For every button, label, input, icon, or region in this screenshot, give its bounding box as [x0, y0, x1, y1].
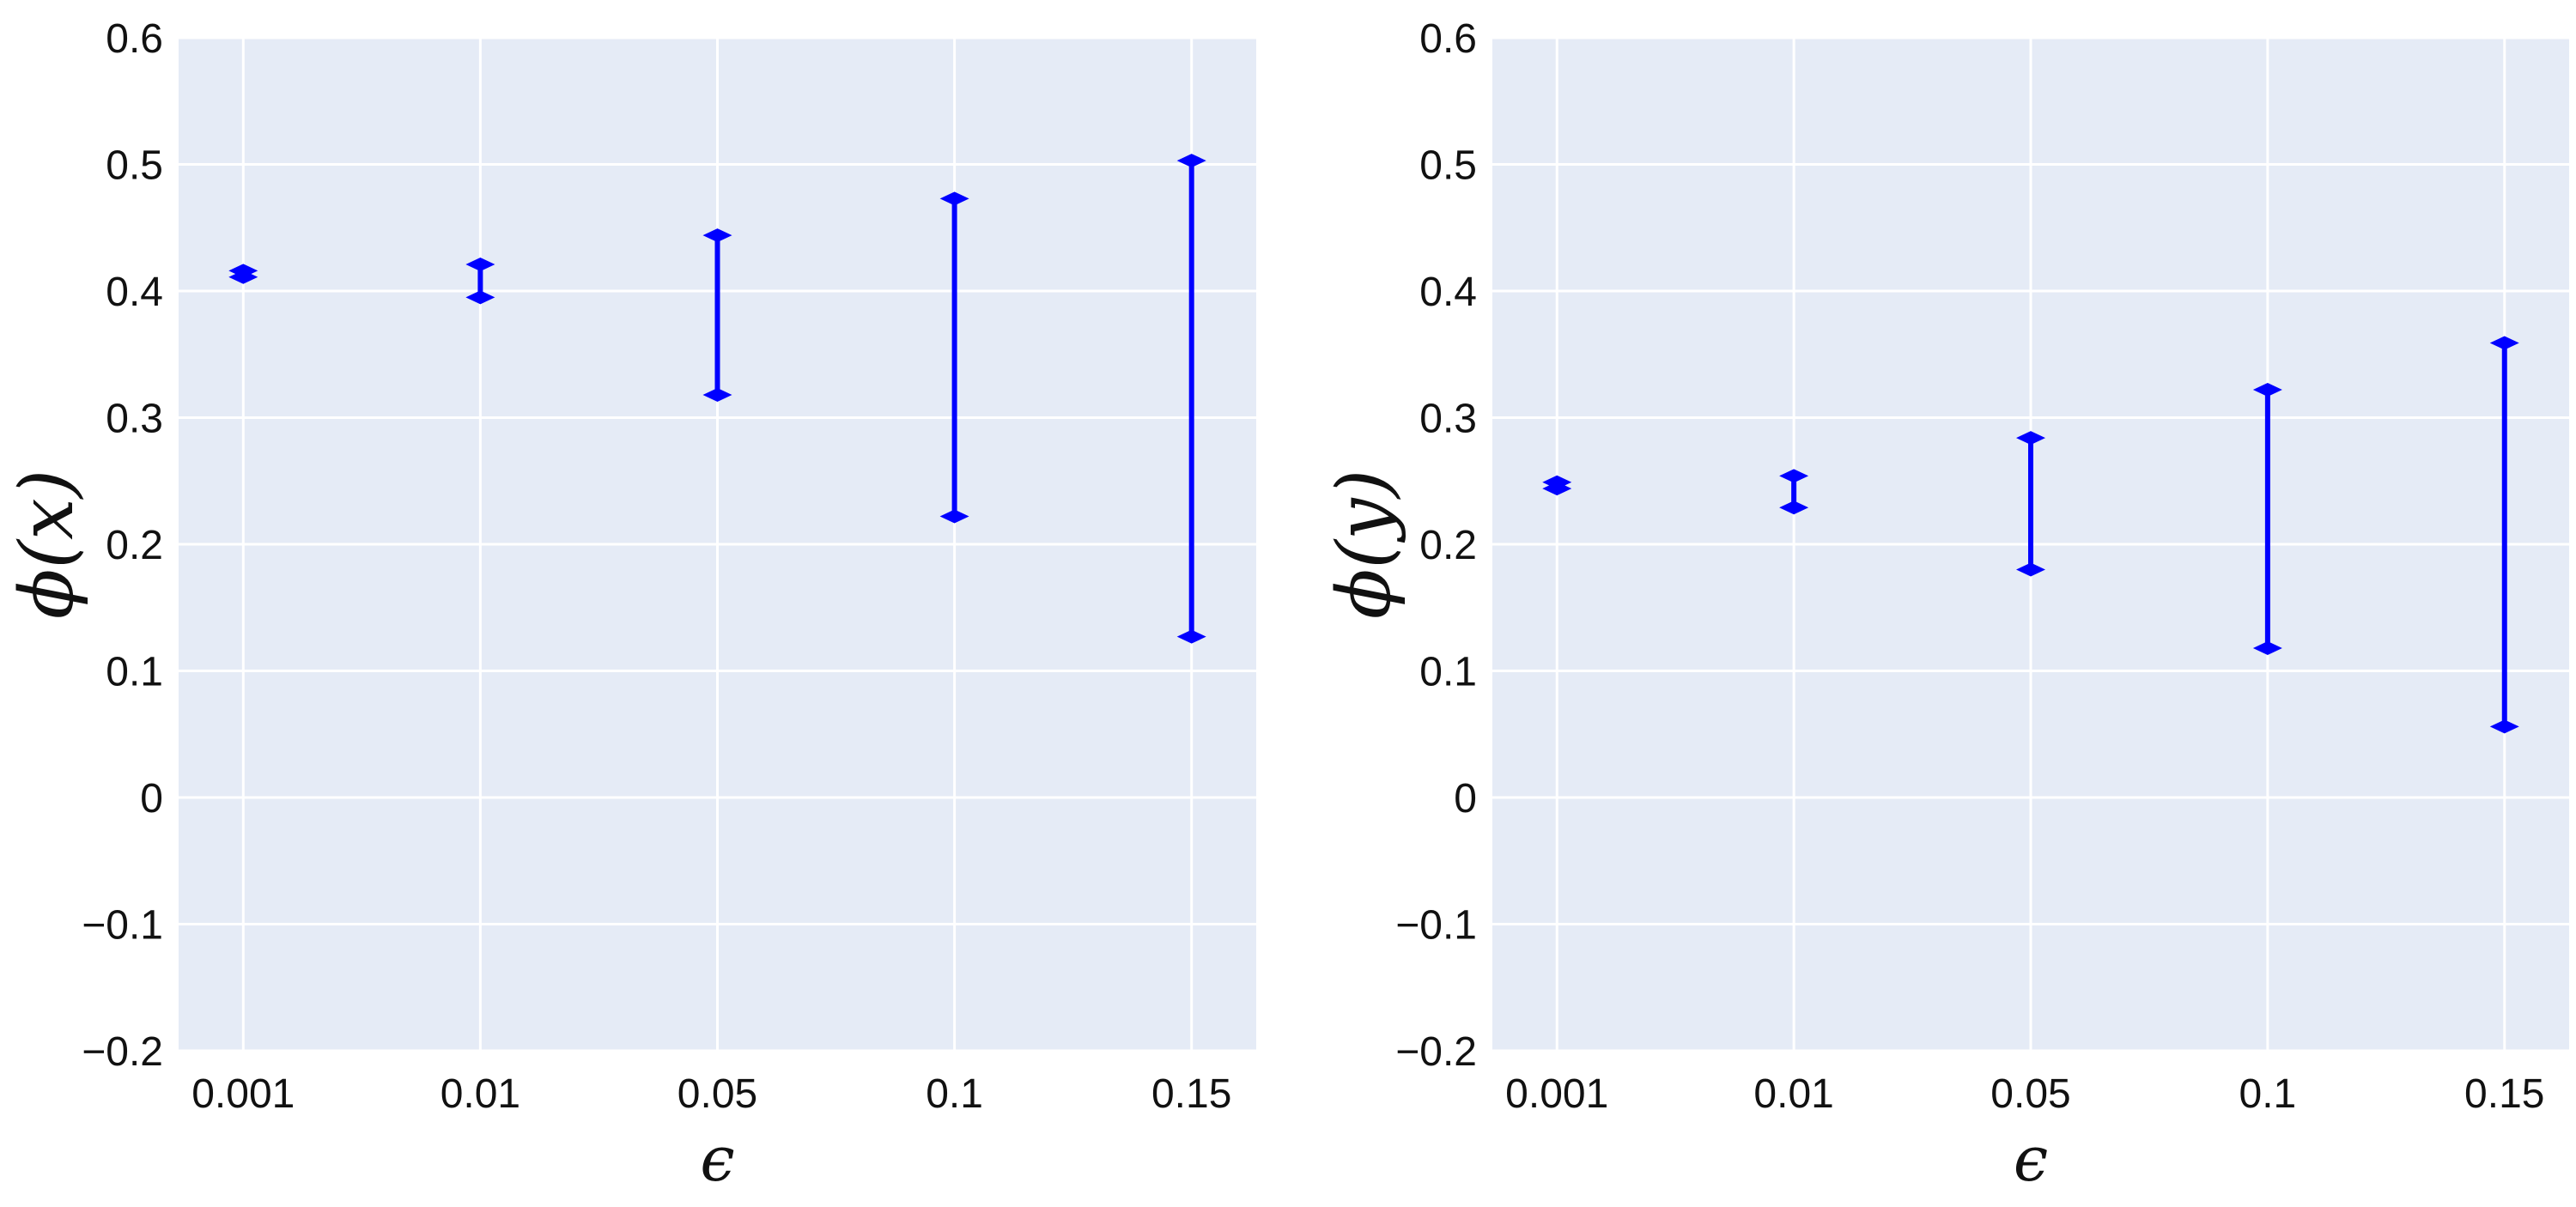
- error-bar: [939, 191, 969, 524]
- y-tick-label: 0.3: [1419, 397, 1477, 442]
- error-bar-upper-cap: [2489, 336, 2519, 350]
- y-tick-label: −0.1: [82, 903, 163, 949]
- error-bar-lower-cap: [2252, 640, 2282, 655]
- error-bar-lower-cap: [939, 509, 969, 524]
- y-tick-label: 0.6: [106, 16, 163, 62]
- y-axis-label: ϕ(y): [1321, 470, 1407, 619]
- error-bar: [2489, 336, 2519, 734]
- chart-panel-left: −0.2 −0.1 0 0.1 0.2 0.3 0.4 0.5 0.6 0.001 0.01 0.05…: [4, 16, 1256, 1195]
- error-bar-upper-cap: [1779, 469, 1809, 483]
- error-bar: [1176, 154, 1206, 644]
- x-tick-label: 0.001: [1505, 1071, 1608, 1117]
- error-bar-lower-cap: [465, 290, 495, 305]
- x-tick-label: 0.1: [926, 1071, 983, 1117]
- y-tick-label: −0.2: [1395, 1029, 1477, 1075]
- error-bar-lower-cap: [228, 270, 258, 284]
- error-bar-lower-cap: [1176, 629, 1206, 644]
- y-tick-label: 0.5: [1419, 143, 1477, 189]
- y-tick-label: 0.1: [1419, 650, 1477, 695]
- x-tick-label: 0.01: [1753, 1071, 1833, 1117]
- x-axis-label: ϵ: [2014, 1123, 2048, 1195]
- error-bar: [1779, 469, 1809, 515]
- y-tick-label: 0.1: [106, 650, 163, 695]
- y-axis-label: ϕ(x): [4, 470, 90, 619]
- x-axis-label: ϵ: [700, 1123, 734, 1195]
- error-bar: [1542, 475, 1572, 496]
- error-bar-upper-cap: [465, 258, 495, 272]
- y-tick-label: 0: [140, 776, 163, 822]
- y-tick-label: 0.3: [106, 397, 163, 442]
- y-tick-label: −0.2: [82, 1029, 163, 1075]
- y-tick-label: 0.6: [1419, 16, 1477, 62]
- error-bar: [702, 228, 732, 402]
- y-tick-label: 0.2: [1419, 523, 1477, 568]
- x-tick-label: 0.001: [191, 1071, 295, 1117]
- error-bar-lower-cap: [702, 387, 732, 402]
- x-tick-label: 0.05: [1990, 1071, 2070, 1117]
- error-bar-lower-cap: [1542, 482, 1572, 496]
- chart-panel-right: −0.2 −0.1 0 0.1 0.2 0.3 0.4 0.5 0.6 0.001 0.01 0.05…: [1321, 16, 2569, 1195]
- error-bar-lower-cap: [1779, 500, 1809, 515]
- y-tick-label: 0.5: [106, 143, 163, 189]
- error-bar: [2016, 431, 2045, 577]
- error-bar-upper-cap: [702, 228, 732, 243]
- x-tick-label: 0.05: [677, 1071, 757, 1117]
- error-bar: [2252, 383, 2282, 655]
- y-tick-label: −0.1: [1395, 903, 1477, 949]
- error-bar-upper-cap: [2016, 431, 2045, 446]
- error-bar-lower-cap: [2016, 562, 2045, 577]
- y-tick-label: 0.2: [106, 523, 163, 568]
- error-bar-upper-cap: [1176, 154, 1206, 168]
- error-bar: [465, 258, 495, 305]
- error-bar-upper-cap: [2252, 383, 2282, 397]
- x-tick-label: 0.15: [1151, 1071, 1231, 1117]
- x-tick-label: 0.1: [2239, 1071, 2297, 1117]
- error-bar-lower-cap: [2489, 719, 2519, 734]
- x-tick-label: 0.15: [2464, 1071, 2544, 1117]
- error-bar: [228, 264, 258, 284]
- y-tick-label: 0.4: [1419, 270, 1477, 315]
- y-tick-label: 0.4: [106, 270, 163, 315]
- y-tick-label: 0: [1454, 776, 1477, 822]
- x-tick-label: 0.01: [440, 1071, 520, 1117]
- error-bar-upper-cap: [939, 191, 969, 206]
